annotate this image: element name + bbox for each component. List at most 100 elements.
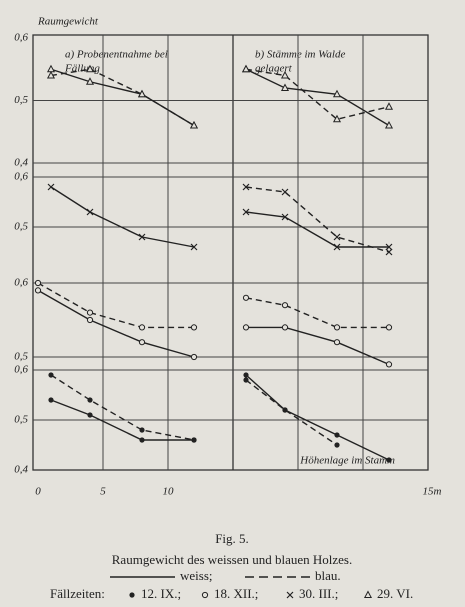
marker xyxy=(334,432,340,438)
marker xyxy=(46,70,56,79)
marker xyxy=(86,309,94,316)
marker xyxy=(281,324,289,331)
marker xyxy=(243,372,249,378)
marker xyxy=(333,243,341,251)
data-line xyxy=(50,186,195,248)
legend-label: blau. xyxy=(315,568,341,583)
marker xyxy=(333,324,341,331)
marker xyxy=(34,287,42,294)
marker xyxy=(281,213,289,221)
data-line xyxy=(50,399,194,441)
marker xyxy=(384,120,394,129)
marker xyxy=(85,77,95,85)
panel-title: a) Probenentnahme bei xyxy=(65,49,168,61)
y-tick-label: 0,5 xyxy=(14,351,28,363)
marker xyxy=(190,324,198,331)
y-tick-label: 0,5 xyxy=(14,414,28,426)
marker xyxy=(139,437,145,443)
marker xyxy=(332,89,342,98)
legend-label: 30. III.; xyxy=(299,586,338,601)
marker xyxy=(87,397,93,403)
y-tick-label: 0,4 xyxy=(14,464,28,476)
marker xyxy=(201,591,209,599)
marker xyxy=(242,294,250,301)
figure-number: Fig. 5. xyxy=(215,531,249,546)
y-tick-label: 0,5 xyxy=(14,221,28,233)
marker xyxy=(242,324,250,331)
marker xyxy=(384,102,394,110)
marker xyxy=(385,361,393,368)
data-line xyxy=(245,186,390,253)
x-axis-label: Höhenlage im Stamm xyxy=(299,455,395,467)
panel-title: gelagert xyxy=(255,63,293,75)
data-line xyxy=(37,282,194,329)
marker xyxy=(138,324,146,331)
y-tick-label: 0,6 xyxy=(14,364,28,376)
marker xyxy=(189,120,199,129)
marker xyxy=(137,89,147,98)
marker xyxy=(286,591,294,599)
legend-title: Fällzeiten: xyxy=(50,586,105,601)
marker xyxy=(385,324,393,331)
marker xyxy=(282,407,288,413)
legend-label: 12. IX.; xyxy=(141,586,181,601)
figure-title: Raumgewicht des weissen und blauen Holze… xyxy=(112,552,352,567)
y-tick-label: 0,4 xyxy=(14,157,28,169)
legend-label: 18. XII.; xyxy=(214,586,258,601)
marker xyxy=(191,437,197,443)
marker xyxy=(280,70,290,79)
panel-title: b) Stämme im Walde xyxy=(255,49,345,61)
marker xyxy=(386,457,392,463)
data-line xyxy=(50,68,195,127)
x-tick-label: 0 xyxy=(35,486,41,498)
marker xyxy=(243,377,249,383)
marker xyxy=(47,183,55,191)
marker xyxy=(333,339,341,346)
legend-label: weiss; xyxy=(180,568,213,583)
marker xyxy=(48,397,54,403)
marker xyxy=(138,339,146,346)
data-line xyxy=(245,68,390,127)
marker xyxy=(138,233,146,241)
marker xyxy=(86,208,94,216)
marker xyxy=(85,64,95,73)
marker xyxy=(332,114,342,123)
panel-title: Fällung xyxy=(64,63,100,75)
marker xyxy=(281,302,289,309)
data-line xyxy=(37,289,195,358)
x-tick-label: 5 xyxy=(100,486,106,498)
data-line xyxy=(245,211,389,248)
marker xyxy=(242,208,250,216)
x-tick-label: 10 xyxy=(163,486,175,498)
marker xyxy=(48,372,54,378)
marker xyxy=(190,353,198,361)
legend-label: 29. VI. xyxy=(377,586,413,601)
marker xyxy=(334,442,340,448)
marker xyxy=(333,233,341,241)
marker xyxy=(139,427,145,433)
marker xyxy=(34,279,42,287)
y-tick-label: 0,6 xyxy=(14,32,28,44)
marker xyxy=(241,64,251,73)
marker xyxy=(242,183,250,191)
marker xyxy=(385,243,393,251)
data-line xyxy=(245,379,338,446)
marker xyxy=(46,64,56,73)
y-tick-label: 0,6 xyxy=(14,171,28,183)
data-line xyxy=(245,297,389,329)
marker xyxy=(87,412,93,418)
data-line xyxy=(50,374,195,441)
marker xyxy=(385,248,393,256)
x-tick-label: 15m xyxy=(423,486,442,498)
marker xyxy=(363,590,373,598)
marker xyxy=(129,592,135,598)
y-tick-label: 0,5 xyxy=(14,94,28,106)
data-line xyxy=(246,326,390,366)
marker xyxy=(86,316,94,324)
y-axis-label: Raumgewicht xyxy=(37,16,99,28)
data-line xyxy=(245,374,390,461)
marker xyxy=(281,188,289,196)
data-line xyxy=(50,68,195,127)
